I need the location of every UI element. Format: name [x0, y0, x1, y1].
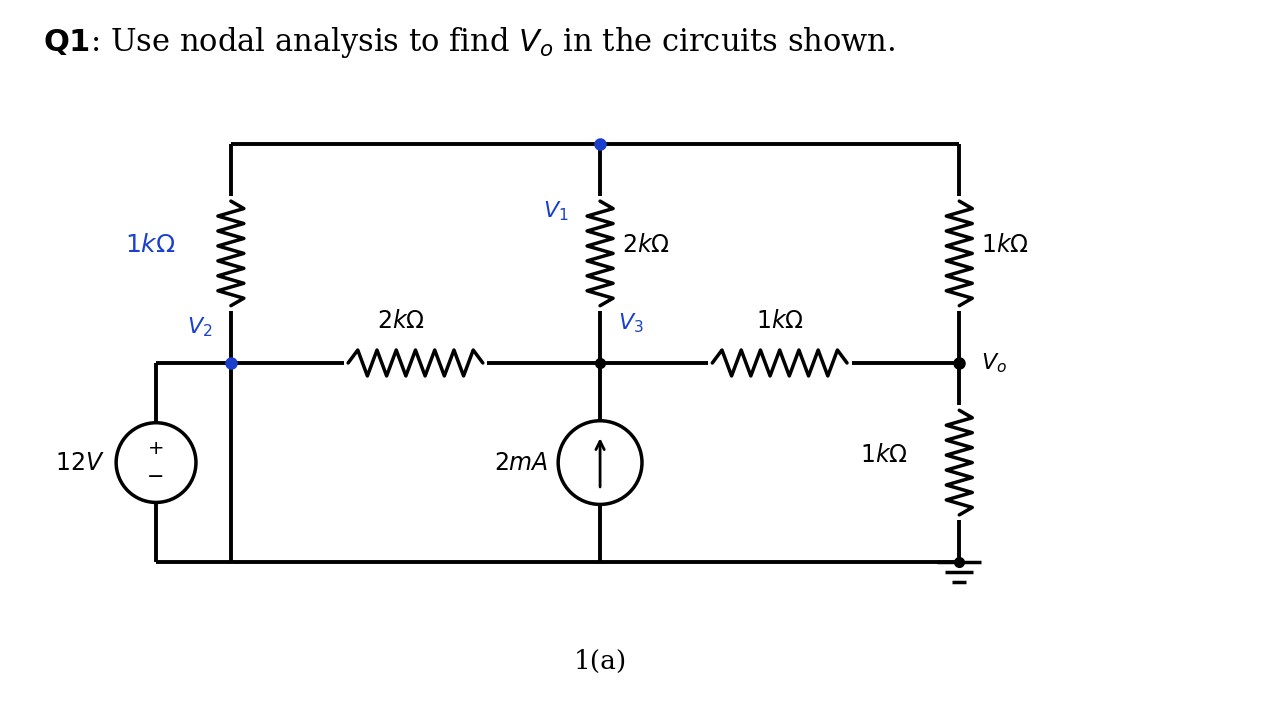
Text: $V_2$: $V_2$ — [188, 315, 213, 339]
Text: $V_o$: $V_o$ — [981, 352, 1007, 375]
Text: $2mA$: $2mA$ — [494, 451, 549, 475]
Text: $1k\Omega$: $1k\Omega$ — [981, 233, 1029, 257]
Text: $V_3$: $V_3$ — [618, 312, 644, 335]
Text: $2k\Omega$: $2k\Omega$ — [622, 233, 670, 257]
Text: $1k\Omega$: $1k\Omega$ — [125, 233, 176, 257]
Text: −: − — [147, 466, 165, 486]
Text: $12V$: $12V$ — [54, 451, 104, 475]
Text: 1(a): 1(a) — [574, 650, 627, 674]
Text: $1k\Omega$: $1k\Omega$ — [755, 309, 803, 333]
Text: $2k\Omega$: $2k\Omega$ — [376, 309, 424, 333]
Text: +: + — [148, 439, 165, 458]
Text: $1k\Omega$: $1k\Omega$ — [859, 443, 907, 466]
Text: $\mathbf{Q1}$: Use nodal analysis to find $V_o$ in the circuits shown.: $\mathbf{Q1}$: Use nodal analysis to fin… — [43, 25, 896, 60]
Text: $V_1$: $V_1$ — [542, 200, 568, 223]
